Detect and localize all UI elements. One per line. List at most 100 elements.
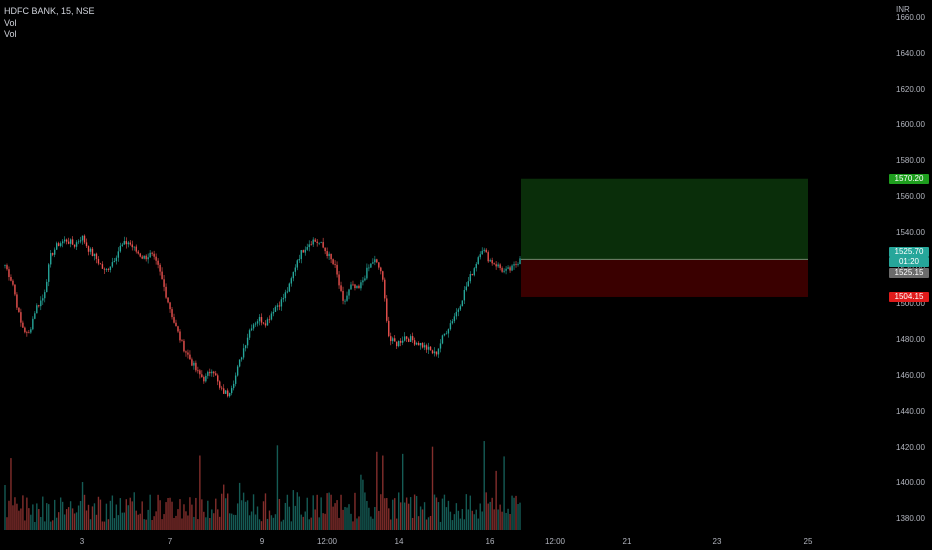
candle-body (362, 280, 364, 283)
candle-body (227, 390, 229, 397)
candle-body (157, 260, 159, 265)
candle-body (197, 370, 199, 372)
volume-bar (445, 507, 448, 530)
volume-bar (401, 453, 404, 530)
volume-bar (107, 519, 110, 530)
volume-bar (103, 521, 106, 530)
candle-body (266, 319, 269, 326)
candle-body (145, 255, 147, 260)
candle-body (312, 239, 314, 245)
candle-body (185, 351, 187, 353)
volume-bar (346, 507, 348, 530)
candle-body (340, 285, 342, 291)
candle-body (87, 246, 90, 252)
price-tick-label: 1660.00 (896, 13, 925, 22)
volume-bar (165, 502, 167, 530)
volume-bar (95, 514, 98, 530)
volume-bar (240, 500, 243, 530)
volume-bar (411, 517, 414, 530)
candle-body (213, 371, 215, 374)
volume-bar (30, 514, 32, 530)
candle-body (471, 274, 473, 276)
candle-body (439, 343, 442, 349)
candle-body (286, 291, 289, 293)
volume-bar (133, 492, 135, 530)
volume-bar (473, 514, 475, 530)
volume-bar (330, 494, 332, 530)
candle-body (324, 247, 326, 252)
candle-body (473, 268, 475, 276)
volume-bar (24, 520, 26, 530)
long-position-tool[interactable] (521, 178, 808, 297)
candle-body (113, 261, 116, 263)
volume-bar (356, 518, 358, 530)
volume-bar (242, 492, 245, 530)
volume-bar (407, 503, 410, 530)
volume-bar (99, 499, 102, 530)
candle-body (155, 256, 157, 261)
volume-bar (228, 513, 231, 530)
candle-body (123, 241, 125, 245)
candle-body (336, 264, 338, 275)
candle-body (394, 338, 396, 342)
candle-body (14, 284, 16, 295)
profit-zone[interactable] (521, 178, 808, 260)
volume-bar (67, 507, 70, 530)
volume-bar (227, 493, 229, 530)
candle-body (469, 274, 471, 282)
time-tick-label: 23 (712, 537, 722, 546)
volume-bar (372, 518, 374, 530)
loss-zone[interactable] (521, 259, 808, 297)
candle-body (71, 239, 74, 245)
volume-bar (417, 516, 420, 530)
volume-bar (483, 441, 485, 530)
candle-body (73, 244, 76, 247)
volume-bar (471, 510, 473, 530)
volume-bar (459, 518, 462, 530)
candle-body (288, 283, 291, 292)
candle-body (467, 281, 470, 287)
candle-body (63, 239, 66, 242)
volume-bar (14, 497, 16, 530)
candle-body (211, 371, 213, 374)
candle-body (445, 333, 448, 335)
volume-bar (348, 504, 350, 530)
candle-body (495, 264, 497, 267)
candle-body (242, 348, 245, 358)
volume-bar (238, 482, 241, 530)
volume-bar (113, 518, 116, 530)
volume-bar (465, 494, 468, 530)
volume-bar (197, 519, 199, 530)
volume-bar (360, 474, 362, 530)
candle-body (137, 251, 139, 254)
candle-body (384, 279, 386, 299)
candle-body (240, 357, 243, 360)
candle-body (507, 267, 509, 269)
candle-body (505, 268, 507, 271)
candle-body (441, 335, 444, 344)
candle-body (199, 370, 201, 375)
time-tick-label: 7 (167, 537, 173, 546)
candle-body (344, 300, 346, 302)
volume-bar (46, 503, 48, 530)
candle-body (129, 242, 131, 245)
candle-body (382, 271, 384, 280)
symbol-title[interactable]: HDFC BANK, 15, NSE (4, 6, 95, 16)
candle-body (50, 253, 52, 265)
volume-bar (135, 510, 137, 530)
candle-body (429, 346, 432, 351)
candle-body (398, 340, 400, 347)
volume-bar (449, 511, 452, 530)
volume-bar (268, 510, 271, 530)
candle-body (421, 343, 424, 348)
candle-body (203, 377, 205, 382)
candle-body (396, 341, 398, 347)
volume-bar (475, 509, 477, 530)
volume-indicator-label[interactable]: Vol (4, 18, 17, 28)
volume-bar (443, 494, 446, 530)
volume-bar (193, 516, 195, 530)
volume-bar (181, 518, 183, 530)
candle-body (141, 256, 143, 259)
volume-indicator-label-2[interactable]: Vol (4, 29, 17, 39)
